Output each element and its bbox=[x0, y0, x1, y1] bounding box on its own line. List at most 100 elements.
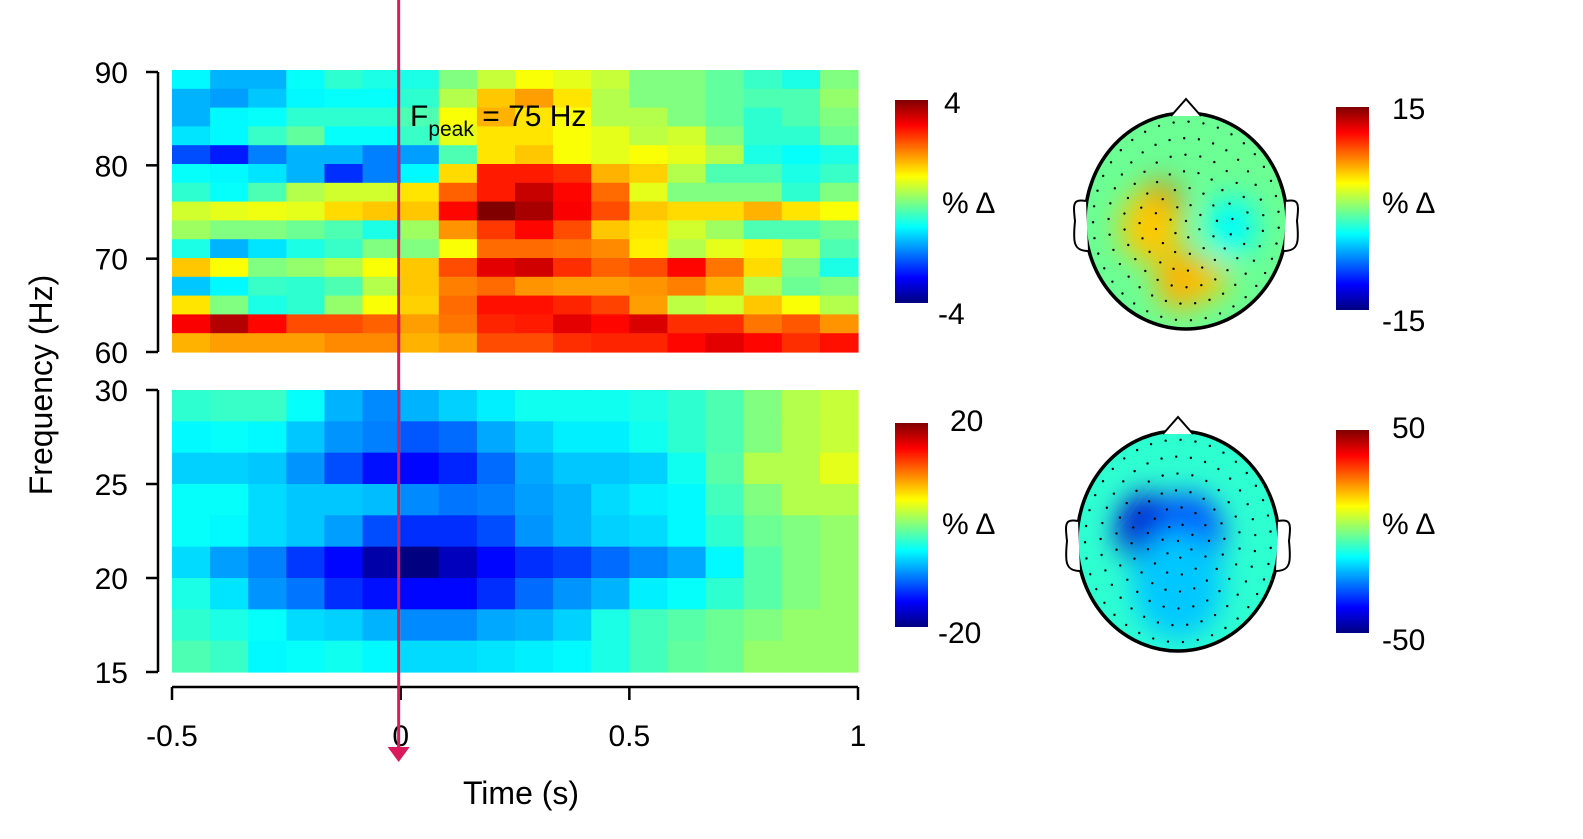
heatmap-cell bbox=[438, 201, 478, 221]
electrode-dot bbox=[1200, 283, 1203, 287]
electrode-dot bbox=[1236, 617, 1239, 620]
heatmap-cell bbox=[248, 88, 287, 109]
electrode-dot bbox=[1225, 169, 1228, 173]
heatmap-cell bbox=[210, 145, 249, 165]
heatmap-cell bbox=[286, 276, 326, 297]
electrode-dot bbox=[1212, 235, 1215, 238]
heatmap-cell bbox=[248, 201, 287, 221]
electrode-dot bbox=[1205, 579, 1209, 582]
electrode-dot bbox=[1103, 267, 1106, 270]
heatmap-cell bbox=[819, 314, 859, 334]
electrode-dot bbox=[1244, 272, 1247, 275]
heatmap-cell bbox=[705, 640, 745, 673]
electrode-dot bbox=[1189, 203, 1192, 207]
left-ear-icon bbox=[1073, 199, 1089, 252]
y-tick-label: 15 bbox=[95, 657, 128, 690]
electrode-dot bbox=[1218, 312, 1222, 315]
heatmap-cell bbox=[629, 88, 669, 109]
electrode-dot bbox=[1153, 517, 1156, 520]
electrode-dot bbox=[1162, 605, 1165, 608]
heatmap-cell bbox=[629, 515, 669, 548]
heatmap-cell bbox=[324, 182, 364, 203]
heatmap-cell bbox=[172, 609, 211, 642]
electrode-dot bbox=[1164, 299, 1168, 303]
x-tick-label: -0.5 bbox=[146, 720, 198, 753]
electrode-dot bbox=[1115, 548, 1118, 551]
heatmap-cell bbox=[400, 333, 440, 353]
heatmap-cell bbox=[781, 421, 821, 454]
heatmap-cell bbox=[476, 126, 516, 146]
electrode-dot bbox=[1165, 508, 1169, 511]
heatmap-cell bbox=[819, 258, 859, 278]
electrode-dot bbox=[1194, 440, 1197, 443]
heatmap-cell bbox=[591, 220, 630, 240]
heatmap-cell bbox=[705, 164, 745, 184]
heatmap-cell bbox=[286, 107, 326, 127]
heatmap-cell bbox=[515, 239, 554, 259]
electrode-dot bbox=[1269, 546, 1272, 550]
heatmap-cell bbox=[591, 452, 630, 485]
electrode-dot bbox=[1146, 548, 1150, 551]
heatmap-cell bbox=[705, 258, 745, 278]
heatmap-cell bbox=[667, 201, 707, 221]
electrode-dot bbox=[1270, 257, 1274, 261]
electrode-dot bbox=[1253, 152, 1256, 156]
heatmap-cell bbox=[210, 314, 249, 334]
heatmap-cell bbox=[667, 333, 707, 353]
electrode-dot bbox=[1269, 530, 1272, 533]
heatmap-cell bbox=[438, 546, 478, 579]
heatmap-cell bbox=[667, 220, 707, 240]
heatmap-cell bbox=[324, 201, 364, 221]
heatmap-cell bbox=[629, 546, 669, 579]
heatmap-cell bbox=[591, 70, 630, 90]
electrode-dot bbox=[1213, 508, 1216, 511]
heatmap-cell bbox=[172, 126, 211, 146]
heatmap-cell bbox=[400, 220, 440, 240]
heatmap-cell bbox=[667, 107, 707, 127]
heatmap-cell bbox=[591, 546, 630, 579]
heatmap-cell bbox=[324, 546, 364, 579]
heatmap-cell bbox=[667, 640, 707, 673]
heatmap-cell bbox=[705, 239, 745, 259]
heatmap-cell bbox=[819, 421, 859, 454]
heatmap-cell bbox=[286, 333, 326, 353]
electrode-dot bbox=[1113, 187, 1117, 190]
heatmap-cell bbox=[172, 421, 211, 454]
svg-text:% Δ: % Δ bbox=[942, 508, 995, 541]
y-tick-label: 90 bbox=[95, 57, 128, 90]
electrode-dot bbox=[1131, 138, 1134, 142]
heatmap-cell bbox=[286, 515, 326, 548]
electrode-dot bbox=[1197, 138, 1201, 141]
heatmap-cell bbox=[248, 640, 287, 673]
electrode-dot bbox=[1168, 138, 1171, 142]
electrode-dot bbox=[1238, 547, 1241, 550]
electrode-dot bbox=[1200, 620, 1203, 623]
heatmap-cell bbox=[667, 239, 707, 259]
electrode-dot bbox=[1188, 186, 1191, 190]
heatmap-cell bbox=[553, 164, 592, 184]
heatmap-cell bbox=[362, 484, 402, 516]
electrode-dot bbox=[1174, 489, 1178, 492]
electrode-dot bbox=[1138, 511, 1141, 515]
electrode-dot bbox=[1191, 533, 1194, 537]
y-tick-label: 30 bbox=[95, 375, 128, 408]
heatmap-cell bbox=[629, 314, 669, 334]
electrode-dot bbox=[1174, 318, 1178, 321]
heatmap-cell bbox=[362, 258, 402, 278]
heatmap-cell bbox=[476, 484, 516, 516]
heatmap-cell bbox=[172, 295, 211, 315]
heatmap-cell bbox=[819, 333, 859, 353]
heatmap-cell bbox=[781, 484, 821, 516]
heatmap-cell bbox=[553, 70, 592, 90]
electrode-dot bbox=[1224, 626, 1227, 630]
heatmap-cell bbox=[210, 70, 249, 90]
heatmap-cell bbox=[629, 201, 669, 221]
heatmap-cell bbox=[781, 314, 821, 334]
heatmap-cell bbox=[438, 578, 478, 610]
heatmap-cell bbox=[324, 276, 364, 297]
electrode-dot bbox=[1213, 613, 1217, 617]
heatmap-cell bbox=[553, 421, 592, 454]
heatmap-cell bbox=[324, 145, 364, 165]
electrode-dot bbox=[1091, 221, 1095, 224]
heatmap-cell bbox=[248, 578, 287, 610]
